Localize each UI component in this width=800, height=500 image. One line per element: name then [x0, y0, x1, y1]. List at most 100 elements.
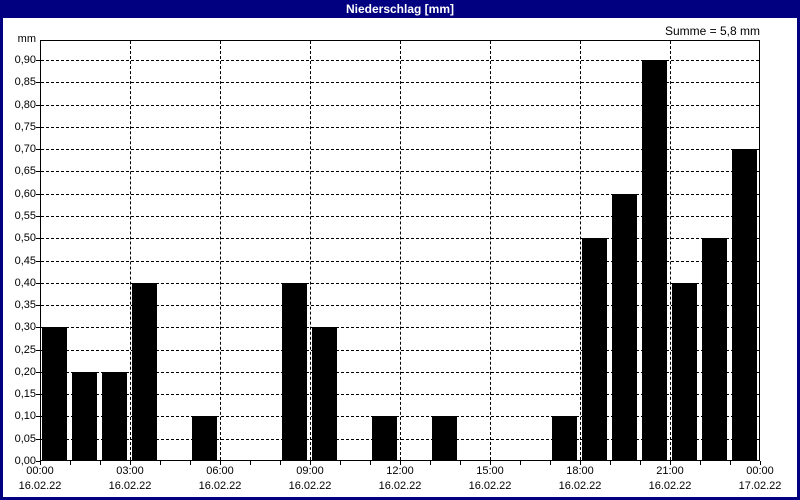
window-titlebar: Niederschlag [mm]	[0, 0, 800, 18]
y-axis-tick	[36, 105, 40, 106]
sum-annotation: Summe = 5,8 mm	[664, 24, 760, 38]
bar-hour-02	[102, 372, 127, 460]
x-axis-tick	[430, 461, 431, 465]
bar-hour-11	[372, 416, 397, 460]
y-axis-tick	[36, 327, 40, 328]
x-tick-date-label: 17.02.22	[738, 480, 782, 492]
x-tick-time-label: 15:00	[476, 465, 504, 477]
x-axis-tick	[160, 461, 161, 465]
x-axis-tick	[40, 461, 41, 465]
y-axis-tick	[36, 350, 40, 351]
x-axis-tick	[400, 461, 401, 465]
y-tick-label: 0,05	[14, 433, 36, 445]
y-axis-tick	[36, 194, 40, 195]
x-axis-tick	[610, 461, 611, 465]
x-tick-date-label: 16.02.22	[648, 480, 692, 492]
y-axis-tick	[36, 461, 40, 462]
x-axis-tick	[700, 461, 701, 465]
x-tick-date-label: 16.02.22	[198, 480, 242, 492]
bar-hour-21	[672, 283, 697, 460]
y-axis-tick	[36, 372, 40, 373]
y-tick-label: 0,85	[14, 76, 36, 88]
y-tick-label: 0,40	[14, 277, 36, 289]
x-axis-tick	[310, 461, 311, 465]
x-axis-tick	[370, 461, 371, 465]
y-tick-label: 0,00	[14, 455, 36, 467]
v-gridline	[220, 41, 221, 460]
x-tick-time-label: 00:00	[746, 465, 774, 477]
y-tick-label: 0,35	[14, 299, 36, 311]
y-axis-tick	[36, 149, 40, 150]
x-tick-time-label: 18:00	[566, 465, 594, 477]
y-tick-label: 0,45	[14, 255, 36, 267]
y-tick-label: 0,30	[14, 321, 36, 333]
bar-hour-05	[192, 416, 217, 460]
x-tick-date-label: 16.02.22	[18, 480, 62, 492]
y-axis-tick	[36, 82, 40, 83]
x-axis-tick	[730, 461, 731, 465]
bar-hour-03	[132, 283, 157, 460]
x-tick-time-label: 12:00	[386, 465, 414, 477]
x-axis-tick	[490, 461, 491, 465]
x-axis-tick	[550, 461, 551, 465]
y-tick-label: 0,80	[14, 99, 36, 111]
x-tick-date-label: 16.02.22	[108, 480, 152, 492]
v-gridline	[670, 41, 671, 460]
bar-hour-22	[702, 238, 727, 460]
plot-frame	[40, 40, 760, 461]
y-axis-tick	[36, 261, 40, 262]
y-axis-tick	[36, 439, 40, 440]
y-axis-tick	[36, 127, 40, 128]
y-tick-label: 0,75	[14, 121, 36, 133]
v-gridline	[130, 41, 131, 460]
x-tick-time-label: 03:00	[116, 465, 144, 477]
bar-hour-23	[732, 149, 757, 460]
bar-hour-19	[612, 194, 637, 460]
v-gridline	[580, 41, 581, 460]
y-tick-label: 0,70	[14, 143, 36, 155]
x-tick-date-label: 16.02.22	[468, 480, 512, 492]
v-gridline	[400, 41, 401, 460]
bar-hour-18	[582, 238, 607, 460]
x-axis-tick	[100, 461, 101, 465]
x-axis-tick	[580, 461, 581, 465]
v-gridline	[490, 41, 491, 460]
y-axis-tick	[36, 171, 40, 172]
x-tick-time-label: 21:00	[656, 465, 684, 477]
bar-hour-20	[642, 60, 667, 460]
x-tick-time-label: 00:00	[26, 465, 54, 477]
v-gridline	[310, 41, 311, 460]
y-tick-label: 0,20	[14, 366, 36, 378]
y-axis-tick	[36, 305, 40, 306]
chart-area: Summe = 5,8 mm mm 0,00 0,05 0,10 0,15 0,20 0,…	[3, 18, 797, 497]
x-tick-time-label: 06:00	[206, 465, 234, 477]
bar-hour-09	[312, 327, 337, 460]
x-axis-tick	[670, 461, 671, 465]
y-axis-tick	[36, 216, 40, 217]
y-axis-tick	[36, 416, 40, 417]
x-axis-tick	[520, 461, 521, 465]
bar-hour-13	[432, 416, 457, 460]
y-axis-tick	[36, 60, 40, 61]
bar-hour-08	[282, 283, 307, 460]
y-axis-tick	[36, 394, 40, 395]
y-tick-label: 0,60	[14, 188, 36, 200]
bar-hour-17	[552, 416, 577, 460]
chart-title: Niederschlag [mm]	[345, 2, 455, 16]
y-tick-label: 0,25	[14, 344, 36, 356]
x-tick-date-label: 16.02.22	[558, 480, 602, 492]
x-tick-date-label: 16.02.22	[288, 480, 332, 492]
x-axis-tick	[70, 461, 71, 465]
y-tick-label: 0,15	[14, 388, 36, 400]
y-tick-label: 0,65	[14, 165, 36, 177]
x-axis-tick	[460, 461, 461, 465]
y-tick-label: 0,10	[14, 410, 36, 422]
x-axis-tick	[190, 461, 191, 465]
x-axis-tick	[280, 461, 281, 465]
x-axis-tick	[340, 461, 341, 465]
x-tick-time-label: 09:00	[296, 465, 324, 477]
y-axis-tick	[36, 283, 40, 284]
x-axis-tick	[250, 461, 251, 465]
x-axis-tick	[130, 461, 131, 465]
